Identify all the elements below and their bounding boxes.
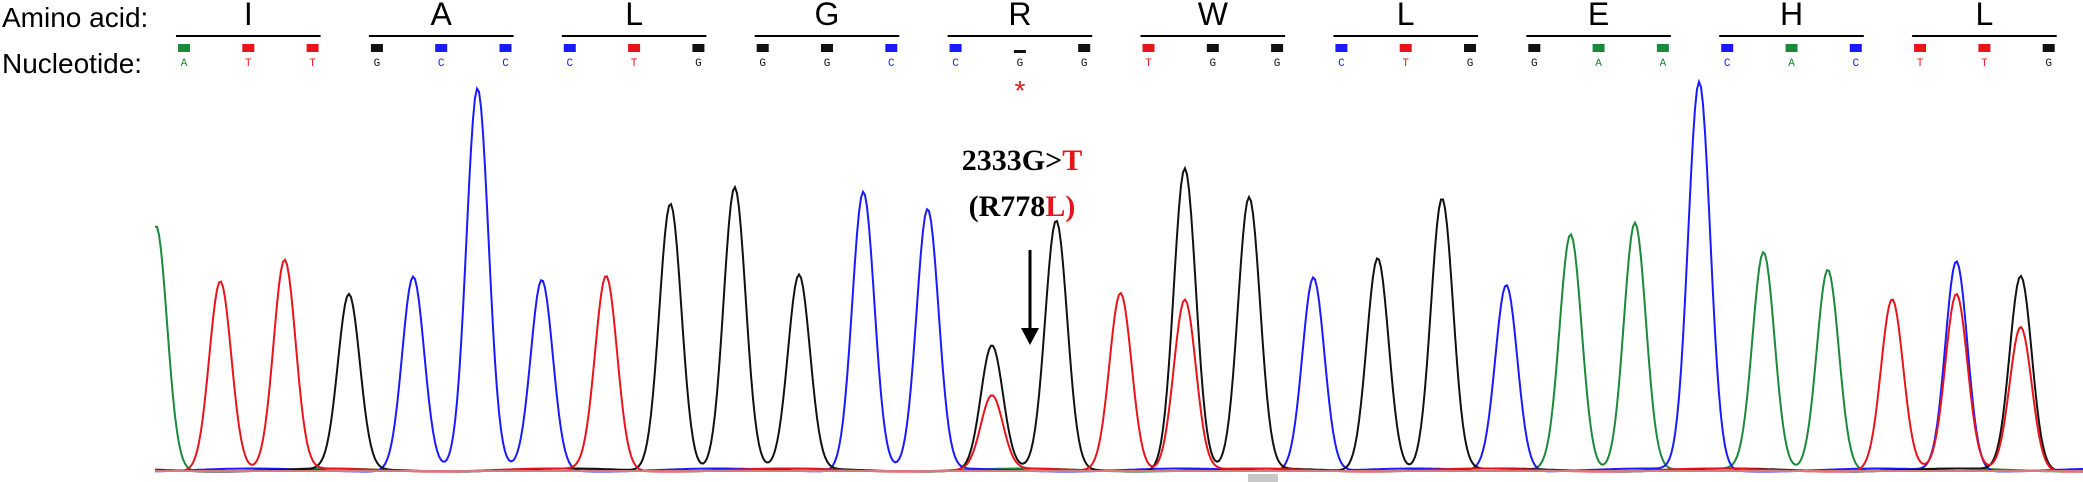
nucleotide-1: T xyxy=(245,58,252,70)
base-quality-bar xyxy=(1914,44,1927,52)
nucleotide-15: T xyxy=(1145,58,1152,70)
base-quality-bar xyxy=(1078,44,1091,52)
nucleotide-4: C xyxy=(438,58,445,70)
base-quality-bar xyxy=(178,44,190,52)
nucleotide-6: C xyxy=(566,58,573,70)
base-quality-bar xyxy=(242,44,255,52)
nucleotide-23: A xyxy=(1660,58,1667,70)
base-quality-bar xyxy=(756,44,769,52)
mutation-arrow-head xyxy=(1021,328,1039,345)
mutation-ref-part: 2333G> xyxy=(962,144,1062,177)
nucleotide-3: G xyxy=(374,58,381,70)
base-quality-bar xyxy=(1335,44,1348,52)
nucleotide-0: A xyxy=(181,58,188,70)
base-quality-bar xyxy=(1271,44,1284,52)
base-quality-bar xyxy=(370,44,383,52)
mutation-star-marker: * xyxy=(1014,75,1025,106)
base-quality-bar xyxy=(628,44,641,52)
nucleotide-28: T xyxy=(1981,58,1988,70)
amino-acid-0: I xyxy=(244,0,253,32)
chromatogram-traces xyxy=(154,78,2083,473)
base-quality-bar xyxy=(1464,44,1476,52)
base-quality-bar xyxy=(306,44,319,52)
amino-acid-9: L xyxy=(1976,0,1994,32)
mutation-aa-suffix: ) xyxy=(1065,190,1075,223)
base-quality-bar xyxy=(2042,44,2055,52)
nucleotide-14: G xyxy=(1081,58,1088,70)
base-quality-bar xyxy=(692,44,705,52)
amino-acid-row-label: Amino acid: xyxy=(2,2,148,33)
nucleotide-13: G xyxy=(1017,58,1024,70)
nucleotide-19: T xyxy=(1402,58,1409,70)
trace-C xyxy=(155,78,2083,473)
nucleotide-24: C xyxy=(1724,58,1731,70)
mutation-annotation: 2333G>T (R778L) xyxy=(962,144,1082,345)
base-quality-bar xyxy=(1721,44,1734,52)
base-quality-bar xyxy=(1399,44,1412,52)
nucleotide-10: G xyxy=(824,58,831,70)
mutation-aa-change: (R778L) xyxy=(969,190,1076,223)
nucleotide-18: C xyxy=(1338,58,1345,70)
base-quality-bar xyxy=(499,44,512,52)
base-quality-bar xyxy=(1013,50,1026,53)
nucleotide-27: T xyxy=(1917,58,1924,70)
nucleotide-7: T xyxy=(631,58,638,70)
base-quality-bar xyxy=(1142,44,1155,52)
base-quality-bar xyxy=(1849,44,1862,52)
nucleotide-9: G xyxy=(759,58,766,70)
mutation-alt-base: T xyxy=(1062,144,1082,177)
amino-acid-5: W xyxy=(1198,0,1229,32)
base-quality-bar xyxy=(1592,44,1605,52)
amino-acid-7: E xyxy=(1588,0,1609,32)
base-quality-bar xyxy=(949,44,962,52)
base-quality-bar xyxy=(821,44,833,52)
base-quality-bar xyxy=(435,44,448,52)
nucleotide-17: G xyxy=(1274,58,1281,70)
amino-acid-4: R xyxy=(1008,0,1031,32)
nucleotide-21: G xyxy=(1531,58,1538,70)
nucleotide-22: A xyxy=(1595,58,1602,70)
nucleotide-25: A xyxy=(1788,58,1795,70)
base-quality-bar xyxy=(1978,44,1991,52)
amino-acid-8: H xyxy=(1780,0,1803,32)
nucleotide-20: G xyxy=(1467,58,1474,70)
base-quality-bar xyxy=(885,44,898,52)
mutation-aa-prefix: (R778 xyxy=(969,190,1046,223)
nucleotide-11: C xyxy=(888,58,895,70)
base-quality-bar xyxy=(1528,44,1541,52)
trace-G xyxy=(154,165,2083,473)
nucleotide-8: G xyxy=(695,58,702,70)
trace-T xyxy=(154,258,2083,473)
nucleotide-5: C xyxy=(502,58,509,70)
nucleotide-29: G xyxy=(2045,58,2052,70)
base-quality-bar xyxy=(563,44,576,52)
amino-acid-3: G xyxy=(815,0,840,32)
nucleotide-26: C xyxy=(1852,58,1859,70)
nucleotide-12: C xyxy=(952,58,959,70)
nucleotide-16: G xyxy=(1209,58,1216,70)
base-quality-bar xyxy=(1785,44,1798,52)
mutation-nucleotide-change: 2333G>T xyxy=(962,144,1082,177)
nucleotide-2: T xyxy=(309,58,316,70)
base-quality-bar xyxy=(1656,44,1669,52)
amino-acid-2: L xyxy=(625,0,643,32)
nucleotide-row-label: Nucleotide: xyxy=(2,48,142,79)
mutation-aa-alt: L xyxy=(1045,190,1065,223)
scroll-thumb[interactable] xyxy=(1248,474,1278,482)
base-quality-bar xyxy=(1206,44,1219,52)
amino-acid-1: A xyxy=(431,0,453,32)
trace-A xyxy=(154,220,2083,473)
amino-acid-6: L xyxy=(1397,0,1415,32)
